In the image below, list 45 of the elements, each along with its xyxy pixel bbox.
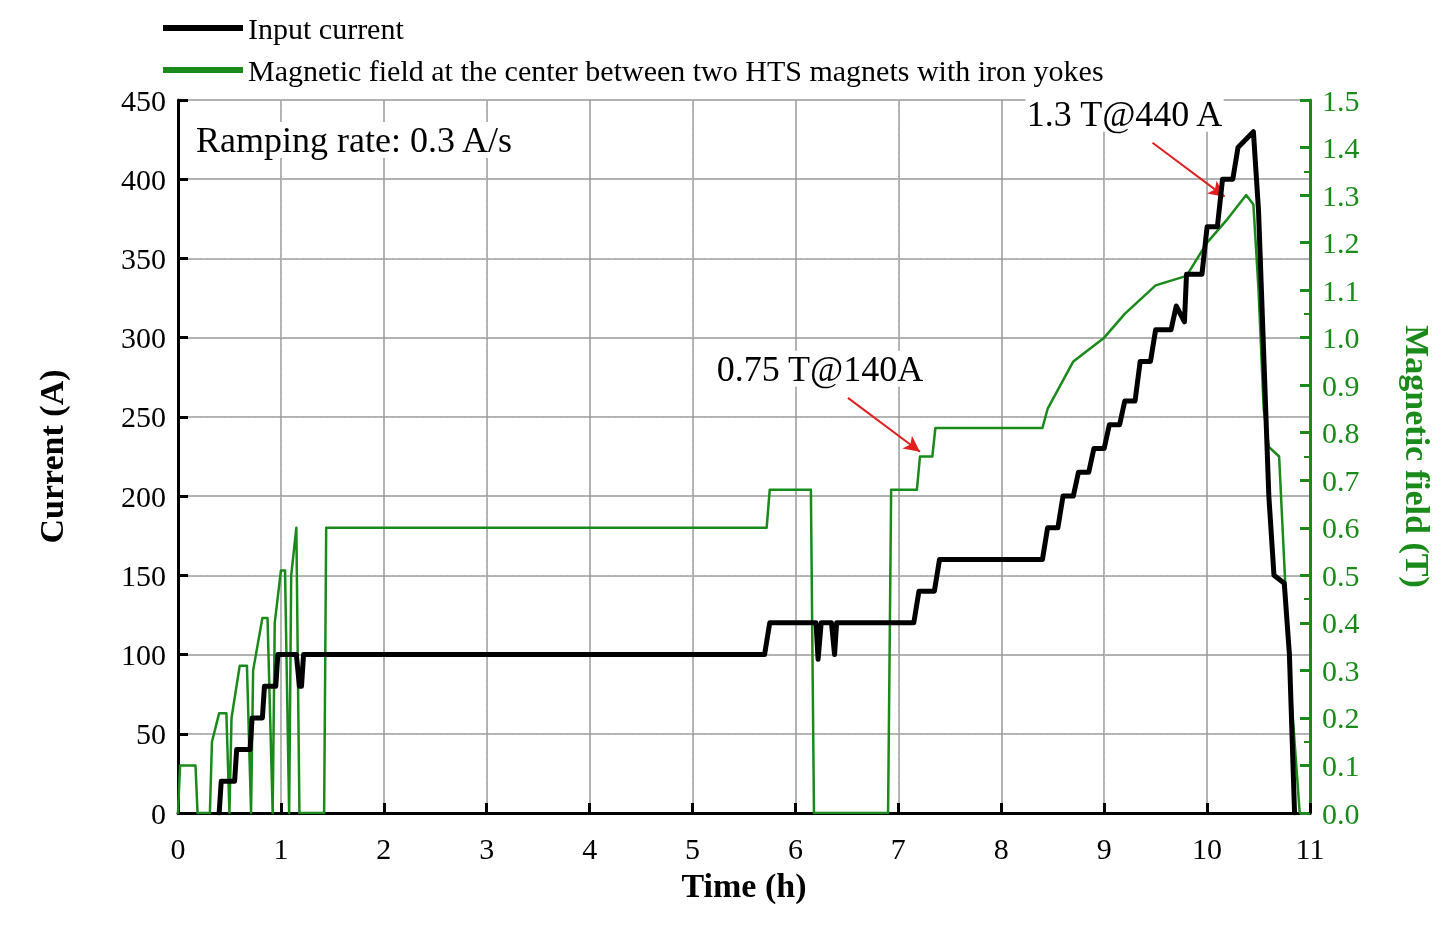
x-tick-label: 7 xyxy=(890,831,906,865)
x-tick-label: 11 xyxy=(1295,831,1325,865)
y2-tick-label: 0.3 xyxy=(1322,653,1360,687)
y-tick-label: 200 xyxy=(121,479,166,513)
x-axis-title: Time (h) xyxy=(681,866,807,905)
y2-tick-label: 1.3 xyxy=(1322,178,1360,212)
y2-tick-label: 0.2 xyxy=(1322,701,1360,735)
y2-tick-label: 0.0 xyxy=(1322,796,1360,830)
y2-tick-label: 0.9 xyxy=(1322,368,1360,402)
x-tick-label: 3 xyxy=(479,831,495,865)
y2-tick-label: 1.1 xyxy=(1322,273,1360,307)
y-axis-title: Current (A) xyxy=(32,369,71,544)
annotation: Ramping rate: 0.3 A/s xyxy=(196,120,512,160)
y-tick-label: 300 xyxy=(121,321,166,355)
x-tick-label: 10 xyxy=(1192,831,1223,865)
y-tick-label: 150 xyxy=(121,558,166,592)
x-tick-label: 8 xyxy=(993,831,1009,865)
legend-label: Input current xyxy=(248,11,405,45)
y2-tick-label: 1.4 xyxy=(1322,131,1360,165)
x-tick-label: 5 xyxy=(685,831,701,865)
y-tick-label: 250 xyxy=(121,400,166,434)
y2-tick-label: 0.5 xyxy=(1322,558,1360,592)
y2-tick-label: 1.2 xyxy=(1322,226,1360,260)
y-tick-label: 100 xyxy=(121,638,166,672)
x-tick-label: 9 xyxy=(1096,831,1112,865)
y2-tick-label: 0.6 xyxy=(1322,511,1360,545)
y2-tick-label: 1.5 xyxy=(1322,83,1360,117)
annotation: 0.75 T@140A xyxy=(716,348,924,389)
x-tick-label: 4 xyxy=(582,831,598,865)
y-tick-label: 0 xyxy=(151,796,166,830)
x-tick-label: 1 xyxy=(273,831,289,865)
y2-tick-label: 0.1 xyxy=(1322,748,1360,782)
y2-tick-label: 0.4 xyxy=(1322,606,1360,640)
annotation: 1.3 T@440 A xyxy=(1026,93,1223,134)
y2-tick-label: 1.0 xyxy=(1322,321,1360,355)
y2-tick-label: 0.7 xyxy=(1322,463,1360,497)
y2-axis-title: Magnetic field (T) xyxy=(1397,325,1436,588)
y2-tick-label: 0.8 xyxy=(1322,416,1360,450)
x-tick-label: 6 xyxy=(787,831,803,865)
y-tick-label: 400 xyxy=(121,162,166,196)
x-tick-label: 2 xyxy=(376,831,392,865)
y-tick-label: 350 xyxy=(121,241,166,275)
legend-label: Magnetic field at the center between two HTS magnets with iron yokes xyxy=(248,53,1104,87)
y-tick-label: 50 xyxy=(136,717,166,751)
y-tick-label: 450 xyxy=(121,83,166,117)
